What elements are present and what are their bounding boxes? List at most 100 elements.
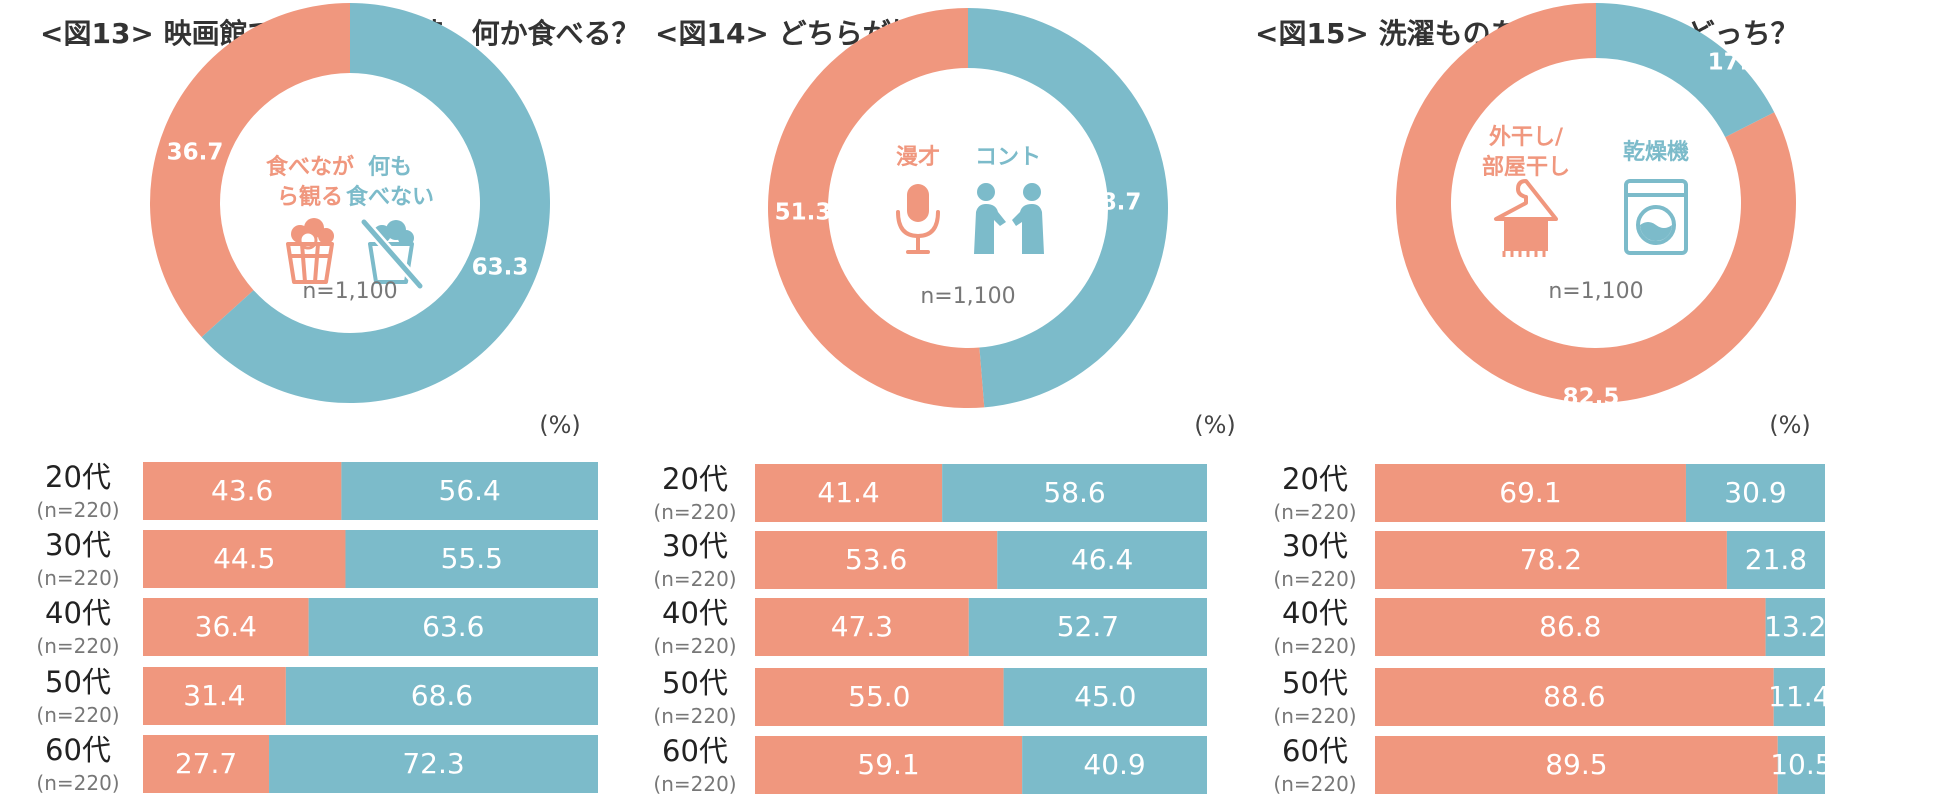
bar-value-label: 31.4 xyxy=(183,679,245,712)
dryer-icon xyxy=(1624,179,1688,255)
age-sample-label: (n=220) xyxy=(1273,634,1356,658)
age-group-label: 40代 xyxy=(1282,596,1348,630)
bar-value-label: 72.3 xyxy=(402,747,464,780)
bar-value-label: 89.5 xyxy=(1545,748,1607,781)
slice-value-label: 17.5 xyxy=(1708,50,1765,76)
bar-segment xyxy=(968,598,1207,656)
bar-segment xyxy=(308,598,598,656)
bar-value-label: 56.4 xyxy=(439,474,501,507)
sample-size-label: n=1,100 xyxy=(920,284,1015,309)
bar-segment xyxy=(1003,668,1207,726)
bar-value-label: 11.4 xyxy=(1768,680,1830,713)
no-food-icon xyxy=(359,217,425,291)
bar-segment xyxy=(1765,598,1825,656)
bar-segment xyxy=(1022,736,1207,794)
category-label: ら観る xyxy=(277,184,343,210)
bar-value-label: 43.6 xyxy=(211,474,273,507)
age-sample-label: (n=220) xyxy=(36,498,119,522)
chart-panel-fig13: <図13> 映画館で映画を観る時、何か食べる？ 36.7食べながら観る63.3何… xyxy=(36,0,690,810)
age-group-label: 50代 xyxy=(1282,666,1348,700)
age-group-label: 60代 xyxy=(1282,734,1348,768)
category-label: 食べない xyxy=(346,184,434,210)
bar-segment xyxy=(1685,464,1825,522)
category-label: 漫才 xyxy=(896,144,940,170)
microphone-icon xyxy=(896,184,940,254)
category-label: コント xyxy=(975,145,1041,170)
bar-segment xyxy=(345,530,598,588)
bar-segment xyxy=(997,531,1207,589)
bar-value-label: 55.0 xyxy=(848,680,910,713)
bar-segment xyxy=(143,598,309,656)
slice-value-label: 48.7 xyxy=(1085,190,1142,216)
bar-value-label: 53.6 xyxy=(845,543,907,576)
slice-value-label: 51.3 xyxy=(775,200,832,226)
chart-figure-fig14: 51.3 漫才 48.7 コント n=1,100 (%) 20代 (n=220) 41.4 58.… xyxy=(653,8,1236,796)
bar-segment xyxy=(755,598,969,656)
bar-value-label: 36.4 xyxy=(195,610,257,643)
two-people-icon xyxy=(974,183,1044,254)
age-sample-label: (n=220) xyxy=(36,634,119,658)
age-sample-label: (n=220) xyxy=(653,567,736,591)
bar-segment xyxy=(1375,598,1766,656)
bar-value-label: 63.6 xyxy=(422,610,484,643)
donut-slice xyxy=(201,3,550,403)
age-group-label: 20代 xyxy=(662,462,728,496)
age-sample-label: (n=220) xyxy=(653,634,736,658)
donut-slice xyxy=(768,8,985,408)
category-label: 部屋干し xyxy=(1482,154,1570,180)
chart-figure-fig15: 82.5 外干し/部屋干し 17.5 乾燥機 n=1,100 (%) 20代 (n=220) 6… xyxy=(1273,3,1833,796)
slice-value-label: 82.5 xyxy=(1563,385,1620,411)
bar-segment xyxy=(1773,668,1825,726)
age-sample-label: (n=220) xyxy=(36,771,119,795)
bar-segment xyxy=(1375,464,1686,522)
hanging-towel-icon xyxy=(1494,179,1558,257)
donut-slice xyxy=(968,8,1169,408)
age-group-label: 20代 xyxy=(1282,462,1348,496)
donut-slice xyxy=(150,3,350,338)
age-group-label: 50代 xyxy=(45,665,111,699)
bar-value-label: 21.8 xyxy=(1745,543,1807,576)
bar-segment xyxy=(143,462,342,520)
bar-value-label: 55.5 xyxy=(441,542,503,575)
bar-value-label: 47.3 xyxy=(831,610,893,643)
bar-segment xyxy=(269,735,598,793)
age-group-label: 30代 xyxy=(662,529,728,563)
bar-value-label: 59.1 xyxy=(857,748,919,781)
bar-value-label: 40.9 xyxy=(1083,748,1145,781)
age-group-label: 30代 xyxy=(45,528,111,562)
category-label: 食べなが xyxy=(266,154,354,180)
age-sample-label: (n=220) xyxy=(653,500,736,524)
bar-segment xyxy=(143,530,346,588)
bar-value-label: 58.6 xyxy=(1043,476,1105,509)
bar-value-label: 68.6 xyxy=(411,679,473,712)
bar-segment xyxy=(755,736,1023,794)
age-sample-label: (n=220) xyxy=(1273,704,1356,728)
bar-value-label: 45.0 xyxy=(1074,680,1136,713)
bar-value-label: 88.6 xyxy=(1543,680,1605,713)
bar-segment xyxy=(755,464,943,522)
unit-label: (%) xyxy=(1769,411,1811,439)
age-group-label: 50代 xyxy=(662,666,728,700)
age-group-label: 40代 xyxy=(662,596,728,630)
bar-value-label: 86.8 xyxy=(1539,610,1601,643)
bar-segment xyxy=(1726,531,1825,589)
age-group-label: 30代 xyxy=(1282,529,1348,563)
bar-value-label: 78.2 xyxy=(1520,543,1582,576)
age-group-label: 60代 xyxy=(45,733,111,767)
unit-label: (%) xyxy=(539,411,581,439)
age-sample-label: (n=220) xyxy=(36,566,119,590)
category-label: 何も xyxy=(368,154,412,180)
donut-slice xyxy=(1596,3,1775,138)
age-sample-label: (n=220) xyxy=(653,772,736,796)
bar-segment xyxy=(143,735,270,793)
bar-segment xyxy=(1375,668,1774,726)
category-label: 外干し/ xyxy=(1489,124,1564,150)
bar-value-label: 52.7 xyxy=(1057,610,1119,643)
age-group-label: 60代 xyxy=(662,734,728,768)
age-group-label: 40代 xyxy=(45,596,111,630)
age-sample-label: (n=220) xyxy=(1273,567,1356,591)
bar-value-label: 13.2 xyxy=(1764,610,1826,643)
bar-value-label: 46.4 xyxy=(1071,543,1133,576)
age-sample-label: (n=220) xyxy=(1273,500,1356,524)
